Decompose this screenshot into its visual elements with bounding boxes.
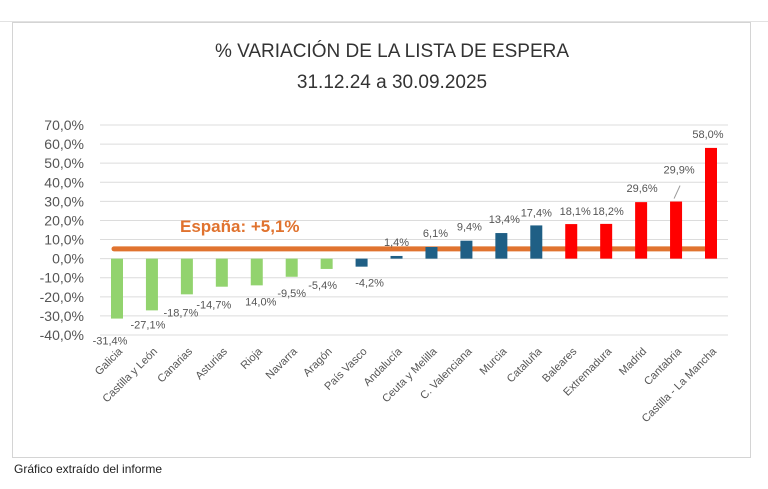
bar [495,233,508,259]
x-tick-label: Madrid [617,346,649,378]
data-label: -31,4% [93,336,128,348]
data-label: -4,2% [355,278,384,290]
bar [145,258,158,311]
x-tick-label: Cataluña [505,345,545,385]
bar [600,223,613,259]
data-label: 29,6% [627,183,658,195]
top-rule [0,21,768,22]
x-tick-label: Galicia [93,345,126,378]
bar [670,201,683,259]
x-tick-label: Navarra [264,345,301,382]
bars [111,147,717,319]
x-tick-label: Asturias [193,345,230,382]
bar [565,224,578,259]
y-tick-label: 40,0% [44,174,84,190]
data-label: 9,4% [457,222,482,234]
chart-subtitle: 31.12.24 a 30.09.2025 [297,72,487,93]
y-tick-label: -40,0% [40,327,84,343]
data-label: 14,0% [245,296,276,308]
y-tick-label: 20,0% [44,212,84,228]
y-tick-label: 30,0% [44,193,84,209]
gridlines [100,124,728,336]
bar [215,258,228,287]
y-tick-label: 0,0% [52,251,84,267]
data-label: -14,7% [196,300,231,312]
data-label: 17,4% [521,207,552,219]
y-tick-label: -10,0% [40,270,84,286]
leader-line [673,185,681,199]
y-tick-label: -20,0% [40,289,84,305]
data-label: -9,5% [277,288,306,300]
y-tick-label: 50,0% [44,155,84,171]
data-label: 1,4% [384,237,409,249]
bar [425,246,438,259]
y-axis: 70,0% 60,0% 50,0% 40,0% 30,0% 20,0% 10,0% 0,0% -… [40,117,84,343]
data-label: 13,4% [489,214,520,226]
bar [635,202,648,259]
data-label: -27,1% [131,319,166,331]
bar [111,258,123,319]
reference-line-label: España: +5,1% [180,217,300,236]
data-label: 58,0% [692,129,723,141]
x-tick-label: Rioja [239,345,266,372]
y-tick-label: 70,0% [44,117,84,133]
y-tick-label: 10,0% [44,232,84,248]
bar [705,147,717,259]
x-tick-label: Aragón [301,346,335,380]
bar [355,258,368,267]
data-labels: -31,4%-27,1%-18,7%-14,7% 14,0%-9,5%-5,4% -… [93,129,724,348]
data-label: 18,2% [593,206,624,218]
bar [285,258,298,277]
x-tick-label: Canarias [155,345,195,385]
bar [460,240,473,259]
data-label: 6,1% [423,228,448,240]
bar [320,258,333,269]
data-label: -18,7% [163,307,198,319]
x-tick-label: Murcia [478,345,510,377]
data-label: 18,1% [560,206,591,218]
caption: Gráfico extraído del informe [14,462,163,476]
y-tick-label: 60,0% [44,136,84,152]
bar [390,255,403,259]
y-tick-label: -30,0% [40,308,84,324]
chart-title: % VARIACIÓN DE LA LISTA DE ESPERA [215,40,569,62]
data-label: -5,4% [308,280,337,292]
right-margin [752,22,768,458]
data-label: 29,9% [663,165,694,177]
bar [250,258,263,286]
bar [180,258,193,295]
bar [530,225,543,259]
